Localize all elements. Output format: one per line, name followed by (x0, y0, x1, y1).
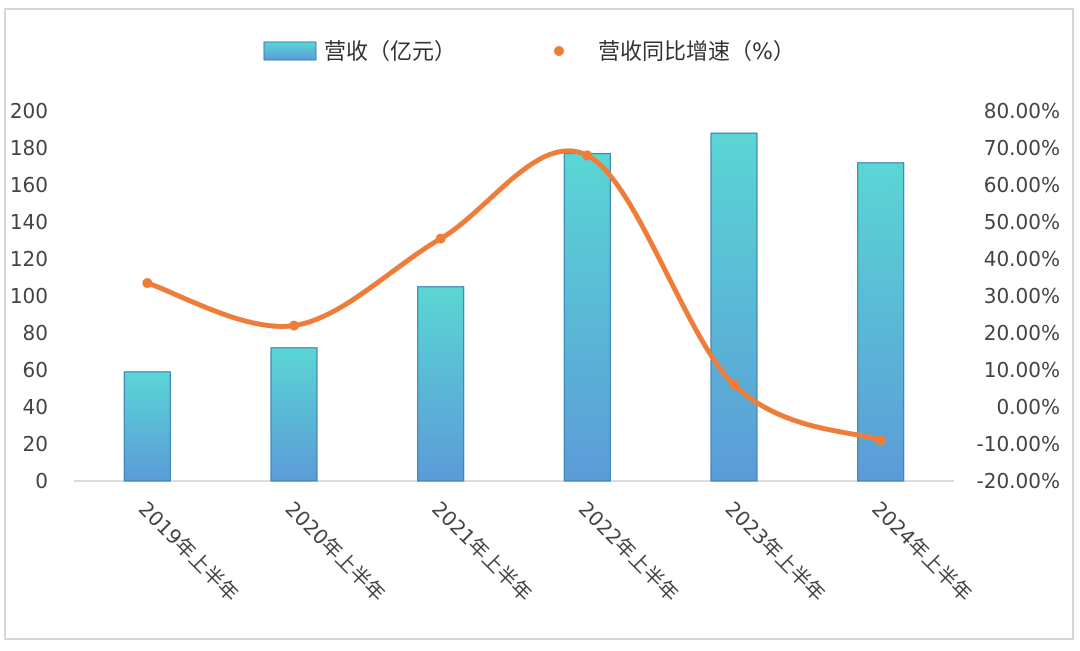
x-tick-label: 2023年上半年 (720, 497, 830, 607)
legend: 营收（亿元） 营收同比增速（%） (263, 40, 795, 65)
x-tick-label: 2022年上半年 (574, 497, 684, 607)
left-tick-label: 0 (35, 469, 48, 493)
legend-bar-swatch (263, 41, 317, 61)
right-tick-label: 50.00% (984, 210, 1060, 234)
bar (270, 347, 318, 482)
growth-line (144, 148, 884, 443)
bar-series (123, 132, 905, 482)
x-tick-label: 2020年上半年 (280, 497, 390, 607)
left-tick-label: 160 (10, 173, 48, 197)
bar (417, 286, 465, 482)
legend-line-label: 营收同比增速（%） (598, 40, 795, 65)
right-tick-label: 0.00% (996, 395, 1060, 419)
right-tick-label: 80.00% (984, 99, 1060, 123)
right-tick-label: -10.00% (977, 432, 1060, 456)
left-tick-label: 60 (23, 358, 48, 382)
right-tick-label: 30.00% (984, 284, 1060, 308)
left-tick-label: 20 (23, 432, 48, 456)
right-tick-label: 70.00% (984, 136, 1060, 160)
right-tick-label: 10.00% (984, 358, 1060, 382)
growth-point (729, 379, 739, 390)
bar (563, 152, 611, 482)
left-tick-label: 200 (10, 99, 48, 123)
right-tick-label: 20.00% (984, 321, 1060, 345)
growth-point (289, 320, 299, 331)
line-series (142, 148, 886, 446)
growth-point (142, 278, 153, 289)
bar (710, 132, 758, 482)
x-tick-label: 2021年上半年 (427, 497, 537, 607)
bar (123, 371, 171, 482)
left-tick-label: 140 (10, 210, 48, 234)
right-axis-ticks: -20.00% -10.00% 0.00% 10.00% 20.00% 30.00% 40.… (977, 99, 1060, 493)
growth-point (435, 233, 446, 244)
x-axis-ticks: 2019年上半年 2020年上半年 2021年上半年 2022年上半年 2023年上半年… (134, 497, 977, 607)
right-tick-label: -20.00% (977, 469, 1060, 493)
left-tick-label: 120 (10, 247, 48, 271)
growth-point (582, 150, 593, 161)
x-tick-label: 2019年上半年 (134, 497, 244, 607)
left-tick-label: 100 (10, 284, 48, 308)
right-tick-label: 60.00% (984, 173, 1060, 197)
legend-bar-label: 营收（亿元） (324, 40, 456, 65)
left-tick-label: 40 (23, 395, 48, 419)
legend-line-marker (554, 46, 564, 56)
x-tick-label: 2024年上半年 (867, 497, 977, 607)
bar (857, 162, 905, 482)
left-tick-label: 180 (10, 136, 48, 160)
growth-point (875, 435, 886, 446)
left-axis-ticks: 0 20 40 60 80 100 120 140 160 180 200 (10, 99, 48, 493)
left-tick-label: 80 (23, 321, 48, 345)
right-tick-label: 40.00% (984, 247, 1060, 271)
